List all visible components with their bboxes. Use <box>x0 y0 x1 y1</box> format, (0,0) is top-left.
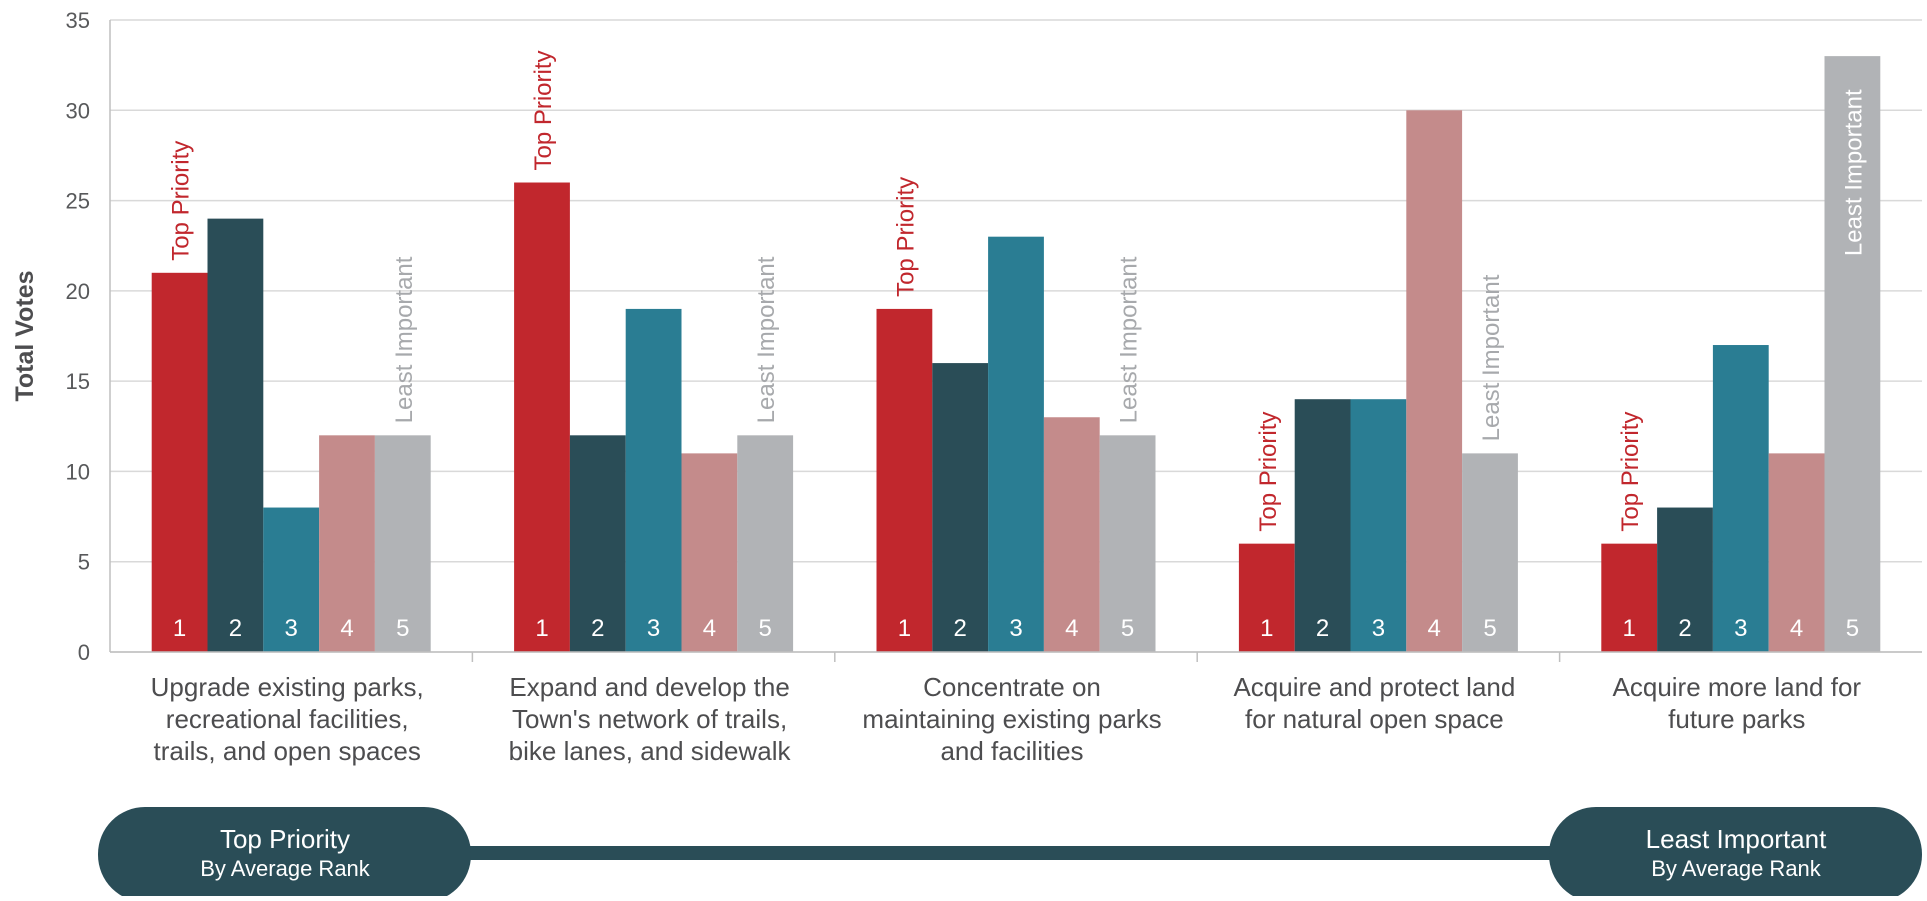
bar-rank-5 <box>1462 453 1518 652</box>
category-label: future parks <box>1668 704 1805 734</box>
category-label: and facilities <box>940 736 1083 766</box>
category-label: Town's network of trails, <box>512 704 787 734</box>
y-tick-label: 5 <box>78 550 90 575</box>
category-label: maintaining existing parks <box>862 704 1161 734</box>
bar-rank-label: 1 <box>1260 615 1273 642</box>
category-label: Upgrade existing parks, <box>151 672 424 702</box>
bar-rank-label: 3 <box>285 615 298 642</box>
bars-layer <box>151 56 1881 653</box>
y-tick-label: 10 <box>66 459 90 484</box>
y-tick-label: 0 <box>78 640 90 665</box>
category-label: Concentrate on <box>923 672 1101 702</box>
category-label: Expand and develop the <box>509 672 789 702</box>
bar-rank-1 <box>1238 543 1295 652</box>
bar-rank-label: 4 <box>703 615 716 642</box>
bar-rank-3 <box>625 308 682 652</box>
bar-rank-label: 1 <box>898 615 911 642</box>
bar-rank-label: 3 <box>1372 615 1385 642</box>
top-priority-annotation: Top Priority <box>168 141 195 261</box>
bar-rank-label: 4 <box>1790 615 1803 642</box>
y-tick-label: 15 <box>66 369 90 394</box>
top-priority-pill-title: Top Priority <box>220 824 350 854</box>
bar-rank-3 <box>988 236 1044 652</box>
bar-rank-label: 5 <box>1121 615 1134 642</box>
bar-rank-label: 2 <box>229 615 242 642</box>
rank-scale-line <box>440 846 1600 860</box>
least-important-annotation: Least Important <box>1478 274 1505 441</box>
bar-rank-label: 4 <box>1428 615 1441 642</box>
y-tick-label: 35 <box>66 8 90 33</box>
bar-rank-2 <box>569 435 626 652</box>
rank-scale-legend: Top Priority By Average Rank Least Impor… <box>98 807 1922 901</box>
bar-rank-label: 1 <box>1623 615 1636 642</box>
top-priority-annotation: Top Priority <box>1617 412 1644 532</box>
bar-rank-3 <box>1350 399 1407 652</box>
bar-rank-label: 3 <box>1734 615 1747 642</box>
bar-rank-4 <box>681 453 738 652</box>
bar-rank-label: 4 <box>1065 615 1078 642</box>
bar-rank-2 <box>932 363 989 652</box>
bar-rank-label: 5 <box>1483 615 1496 642</box>
category-label: recreational facilities, <box>166 704 409 734</box>
category-label: Acquire more land for <box>1613 672 1862 702</box>
top-priority-annotation: Top Priority <box>892 177 919 297</box>
bar-rank-3 <box>1712 345 1769 652</box>
least-important-annotation: Least Important <box>753 256 780 423</box>
category-label: Acquire and protect land <box>1233 672 1515 702</box>
y-axis-label: Total Votes <box>11 270 39 401</box>
least-important-annotation: Least Important <box>1116 256 1143 423</box>
y-tick-label: 30 <box>66 98 90 123</box>
top-priority-pill-subtitle: By Average Rank <box>200 856 371 881</box>
bar-rank-5 <box>374 435 431 652</box>
bar-rank-4 <box>319 435 375 652</box>
bar-rank-5 <box>737 435 794 652</box>
bar-rank-2 <box>1294 399 1351 652</box>
bar-rank-label: 2 <box>591 615 604 642</box>
y-tick-label: 25 <box>66 189 90 214</box>
bar-rank-4 <box>1768 453 1825 652</box>
top-priority-annotation: Top Priority <box>1255 412 1282 532</box>
top-priority-annotation: Top Priority <box>530 50 557 170</box>
bar-rank-label: 3 <box>1009 615 1022 642</box>
bar-rank-4 <box>1043 417 1100 652</box>
bar-rank-label: 2 <box>1678 615 1691 642</box>
least-important-annotation: Least Important <box>1840 89 1867 256</box>
bar-rank-label: 5 <box>1846 615 1859 642</box>
bar-rank-label: 2 <box>954 615 967 642</box>
category-label: for natural open space <box>1245 704 1504 734</box>
category-label: bike lanes, and sidewalk <box>509 736 792 766</box>
bar-rank-2 <box>207 218 264 652</box>
labels-layer: 1 Top Priority 2 3 4 5 Least Important Upgrade … <box>151 50 1868 766</box>
bar-rank-4 <box>1406 110 1463 653</box>
least-important-pill-title: Least Important <box>1646 824 1827 854</box>
bar-rank-label: 1 <box>173 615 186 642</box>
least-important-pill <box>1549 807 1922 901</box>
bar-rank-3 <box>263 507 320 652</box>
bar-rank-1 <box>876 308 933 652</box>
bar-rank-label: 3 <box>647 615 660 642</box>
bar-rank-label: 5 <box>759 615 772 642</box>
bar-rank-label: 5 <box>396 615 409 642</box>
least-important-pill-subtitle: By Average Rank <box>1651 856 1822 881</box>
bar-rank-label: 2 <box>1316 615 1329 642</box>
y-tick-label: 20 <box>66 279 90 304</box>
least-important-annotation: Least Important <box>391 256 418 423</box>
top-priority-pill <box>98 807 471 901</box>
bar-rank-label: 4 <box>340 615 353 642</box>
bar-rank-1 <box>151 272 208 652</box>
bar-rank-1 <box>1601 543 1658 652</box>
bar-rank-5 <box>1099 435 1156 652</box>
bar-rank-5 <box>1824 56 1881 653</box>
bar-rank-1 <box>514 182 570 652</box>
category-label: trails, and open spaces <box>154 736 421 766</box>
bar-rank-label: 1 <box>535 615 548 642</box>
bar-rank-2 <box>1657 507 1713 652</box>
